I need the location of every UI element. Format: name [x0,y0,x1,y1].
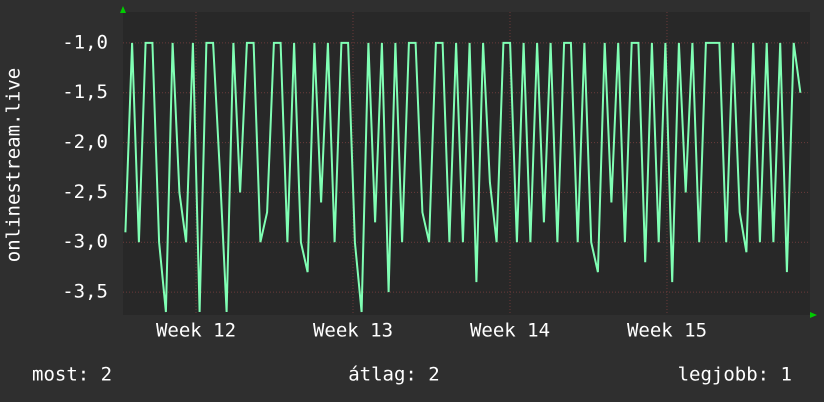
data-line [124,41,802,313]
x-tick-label: Week 12 [156,320,236,342]
footer-average: átlag: 2 [348,364,440,386]
x-tick-label: Week 14 [470,320,550,342]
y-axis-label: onlinestream.live [3,68,25,262]
x-tick-label: Week 13 [313,320,393,342]
footer-best: legjobb: 1 [678,364,792,386]
axis-arrow [810,312,817,318]
y-tick-label: -1,5 [62,81,108,103]
y-tick-label: -2,5 [62,181,108,203]
y-tick-label: -2,0 [62,131,108,153]
footer-now: most: 2 [32,364,112,386]
y-tick-label: -3,5 [62,281,108,303]
axis-arrow [120,6,126,13]
x-tick-label: Week 15 [627,320,707,342]
y-tick-label: -1,0 [62,31,108,53]
y-tick-label: -3,0 [62,231,108,253]
